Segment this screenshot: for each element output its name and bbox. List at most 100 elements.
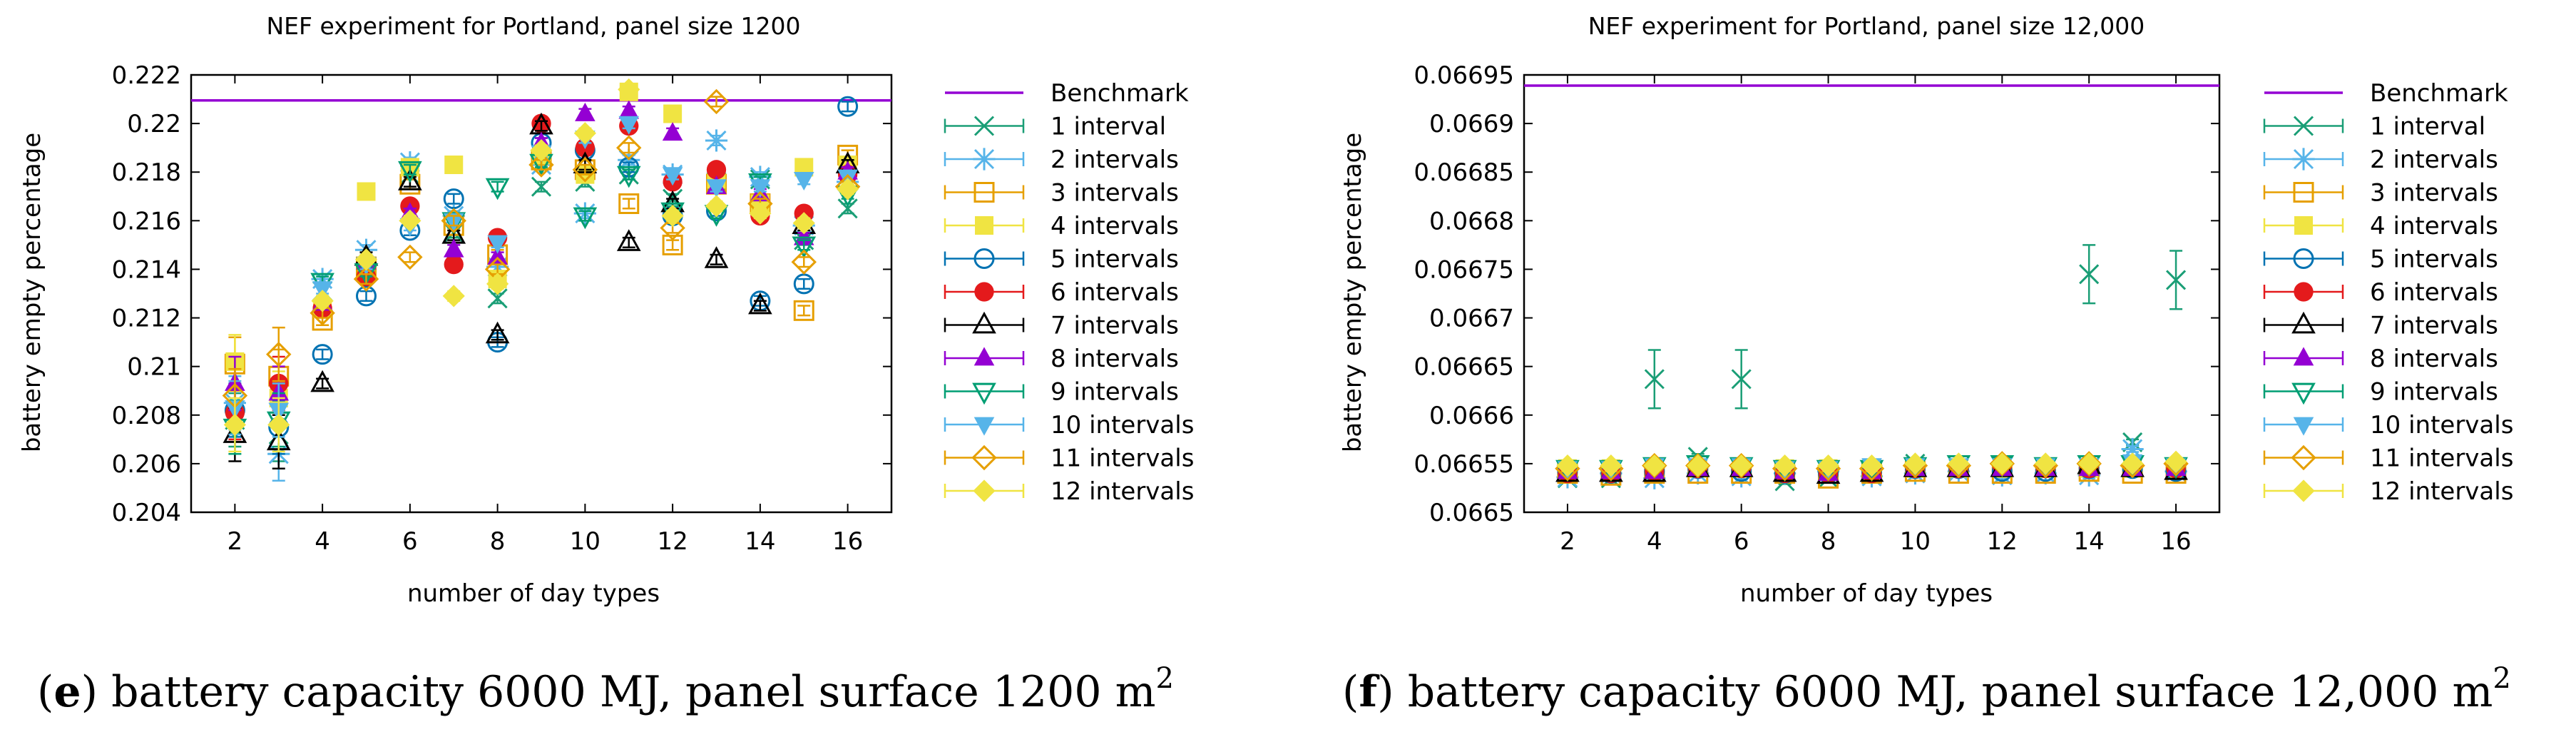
data-point [1644,349,1665,410]
data-point [2121,452,2144,475]
data-point [706,179,727,198]
y-axis-label: battery empty percentage [18,133,46,452]
error-bar [447,193,461,205]
y-tick-label: 0.0668 [1429,207,1514,235]
data-point [792,236,817,259]
data-point [618,116,640,135]
legend-entry-7: 7 intervals [2263,312,2498,340]
data-point [1687,454,1709,477]
error-bar [316,348,329,360]
data-point [792,212,815,235]
legend-entry-10: 10 intervals [2263,411,2513,439]
legend-entry-6: 6 intervals [944,278,1179,307]
legend-label: 2 intervals [1051,146,1179,174]
x-tick-label: 14 [2074,527,2105,556]
data-point [1730,454,1753,477]
legend-entry-8: 8 intervals [2263,345,2498,373]
legend-label: 2 intervals [2370,146,2498,174]
legend-label: 6 intervals [1051,278,1179,307]
y-tick-label: 0.0665 [1429,499,1514,527]
data-point [1816,454,1840,477]
series-12 [223,78,859,453]
y-tick-label: 0.206 [112,450,181,479]
data-point [791,249,817,275]
y-tick-label: 0.212 [112,305,181,333]
legend-entry-2: 2 intervals [944,146,1179,174]
legend-entry-10: 10 intervals [944,411,1194,439]
error-bar [447,215,461,227]
legend-entry-9: 9 intervals [944,378,1179,407]
error-bar [272,326,285,382]
legend-entry-3: 3 intervals [944,179,1179,208]
data-point [663,104,683,123]
data-point [1947,452,1970,475]
data-point [441,208,466,234]
data-point [1860,454,1884,477]
data-point [2165,250,2187,310]
chart-title: NEF experiment for Portland, panel size … [1588,12,2145,40]
x-tick-label: 10 [570,527,600,556]
y-tick-label: 0.0667 [1429,305,1514,333]
legend-label: 9 intervals [1051,378,1179,407]
legend-entry-11: 11 intervals [2263,444,2513,473]
legend-entry-benchmark: Benchmark [2264,79,2508,108]
data-point [1774,454,1796,477]
legend-entry-8: 8 intervals [944,345,1179,373]
data-point [572,157,598,183]
y-tick-label: 0.06655 [1414,450,1514,479]
caption-f-label: f [1359,667,1380,717]
data-point [793,172,814,191]
error-bar [622,142,635,154]
legend-entry-benchmark: Benchmark [945,79,1189,108]
data-point [1643,454,1666,477]
legend-label: 1 interval [1051,113,1166,141]
legend-label: 6 intervals [2370,278,2498,307]
y-tick-label: 0.218 [112,158,181,187]
x-axis-label: number of day types [407,579,660,608]
data-point [399,209,421,232]
data-point [310,370,334,392]
legend-entry-7: 7 intervals [944,312,1179,340]
data-point [575,102,596,121]
legend-label: 8 intervals [2370,345,2498,373]
legend-entry-1: 1 interval [2263,113,2485,141]
data-point [485,178,510,200]
y-tick-label: 0.06695 [1414,61,1514,90]
error-bar [403,251,416,263]
caption-f: (f) battery capacity 6000 MJ, panel surf… [1342,662,2511,717]
data-point [442,285,465,308]
legend-label: 11 intervals [2370,444,2513,473]
x-tick-label: 8 [1821,527,1836,556]
legend-entry-5: 5 intervals [2263,245,2498,274]
data-point [487,288,508,309]
data-point [2034,452,2057,475]
legend-entry-12: 12 intervals [2263,477,2513,506]
x-tick-label: 12 [1987,527,2018,556]
data-point [616,166,641,188]
y-tick-label: 0.21 [127,353,181,382]
chart-title: NEF experiment for Portland, panel size … [266,12,800,40]
x-tick-label: 8 [490,527,506,556]
legend-entry-5: 5 intervals [944,245,1179,274]
legend-label: Benchmark [2370,79,2508,108]
x-tick-label: 12 [657,527,688,556]
data-point [530,138,553,162]
data-point [311,290,334,312]
x-tick-label: 2 [1560,527,1575,556]
data-point [616,135,642,161]
legend-label: 9 intervals [2370,378,2498,407]
error-bar [797,256,811,268]
data-point [1600,454,1622,477]
legend-label: 7 intervals [1051,312,1179,340]
data-point [2077,452,2100,475]
data-point [706,160,727,180]
x-tick-label: 6 [402,527,418,556]
x-tick-label: 16 [832,527,863,556]
caption-e: (e) battery capacity 6000 MJ, panel surf… [37,662,1174,717]
legend-entry-1: 1 interval [944,113,1166,141]
legend-entry-2: 2 intervals [2263,146,2498,174]
data-point [837,96,859,117]
legend-label: 3 intervals [1051,179,1179,208]
